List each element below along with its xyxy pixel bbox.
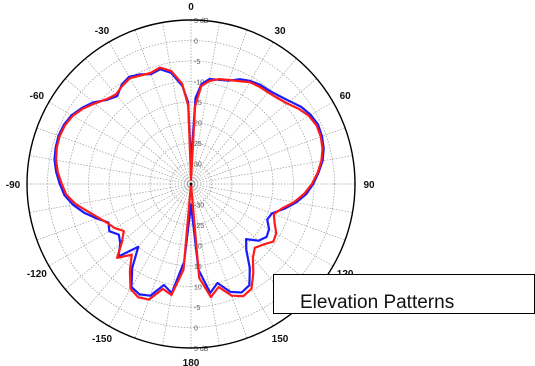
angle-label: -30 <box>95 26 110 37</box>
outer-boundary <box>26 19 356 349</box>
grid-spoke <box>65 78 192 185</box>
grid-spoke <box>190 155 353 185</box>
grid-spoke <box>108 41 192 185</box>
grid-spoke <box>190 183 353 213</box>
angle-label: 180 <box>183 358 200 366</box>
grid-ring <box>170 163 212 205</box>
grid-spoke <box>29 155 192 185</box>
ring-label-lower: 5 dB <box>194 346 209 353</box>
grid-spoke <box>190 78 317 185</box>
angle-label: 60 <box>340 91 352 102</box>
ring-label-upper: 15 <box>194 100 202 107</box>
ring-label-lower: 20 <box>194 244 202 251</box>
angle-label: 150 <box>272 334 289 345</box>
angle-label: 30 <box>274 26 286 37</box>
grid-spoke <box>190 58 297 185</box>
grid-spoke <box>36 183 192 241</box>
grid-spoke <box>190 183 334 267</box>
ring-label-upper: -5 <box>194 59 200 66</box>
grid-spoke <box>36 127 192 185</box>
outer-circle <box>26 19 356 349</box>
angle-label: -120 <box>27 269 47 280</box>
angle-label: 0 <box>188 2 194 13</box>
angle-label: -60 <box>30 91 45 102</box>
angle-label: 90 <box>363 180 375 191</box>
grid-spoke <box>190 183 274 327</box>
grid-spoke <box>190 183 248 339</box>
grid-spoke <box>190 22 220 185</box>
grid-spoke <box>48 101 192 185</box>
grid-spoke <box>190 127 346 185</box>
ring-label-lower: -25 <box>194 223 204 230</box>
grid-spoke <box>48 183 192 267</box>
grid-spoke <box>190 101 334 185</box>
grid-spoke <box>162 183 192 346</box>
grid-spoke <box>190 183 317 290</box>
series-blue-line <box>53 68 325 297</box>
angle-label: -90 <box>6 180 21 191</box>
series-red-line <box>55 66 324 301</box>
grid-spoke <box>134 29 192 185</box>
ring-label-upper: 5 dB <box>194 18 209 25</box>
grid-spoke <box>85 58 192 185</box>
grid-spoke <box>108 183 192 327</box>
center-point <box>189 182 193 186</box>
ring-label-upper: -10 <box>194 80 204 87</box>
grid-spoke <box>65 183 192 290</box>
ring-label-upper: 30 <box>194 162 202 169</box>
grid-spoke <box>190 183 297 310</box>
legend-title: Elevation Patterns <box>300 292 455 313</box>
grid-spoke <box>134 183 192 339</box>
ring-label-lower: -30 <box>194 203 204 210</box>
grid-spoke <box>190 183 346 241</box>
ring-label-lower: 0 <box>194 326 198 333</box>
ring-label-upper: 20 <box>194 121 202 128</box>
angle-label: -150 <box>92 334 112 345</box>
ring-label-lower: -5 <box>194 305 200 312</box>
grid-spoke <box>29 183 192 213</box>
grid-spoke <box>162 22 192 185</box>
grid-spoke <box>190 41 274 185</box>
grid-spoke <box>190 29 248 185</box>
ring-label-upper: 0 <box>194 39 198 46</box>
grid-ring <box>47 40 335 328</box>
ring-label-lower: 10 <box>194 285 202 292</box>
ring-label-upper: 25 <box>194 141 202 148</box>
legend-box: Elevation Patterns <box>273 274 535 314</box>
grid-spoke <box>190 183 220 346</box>
